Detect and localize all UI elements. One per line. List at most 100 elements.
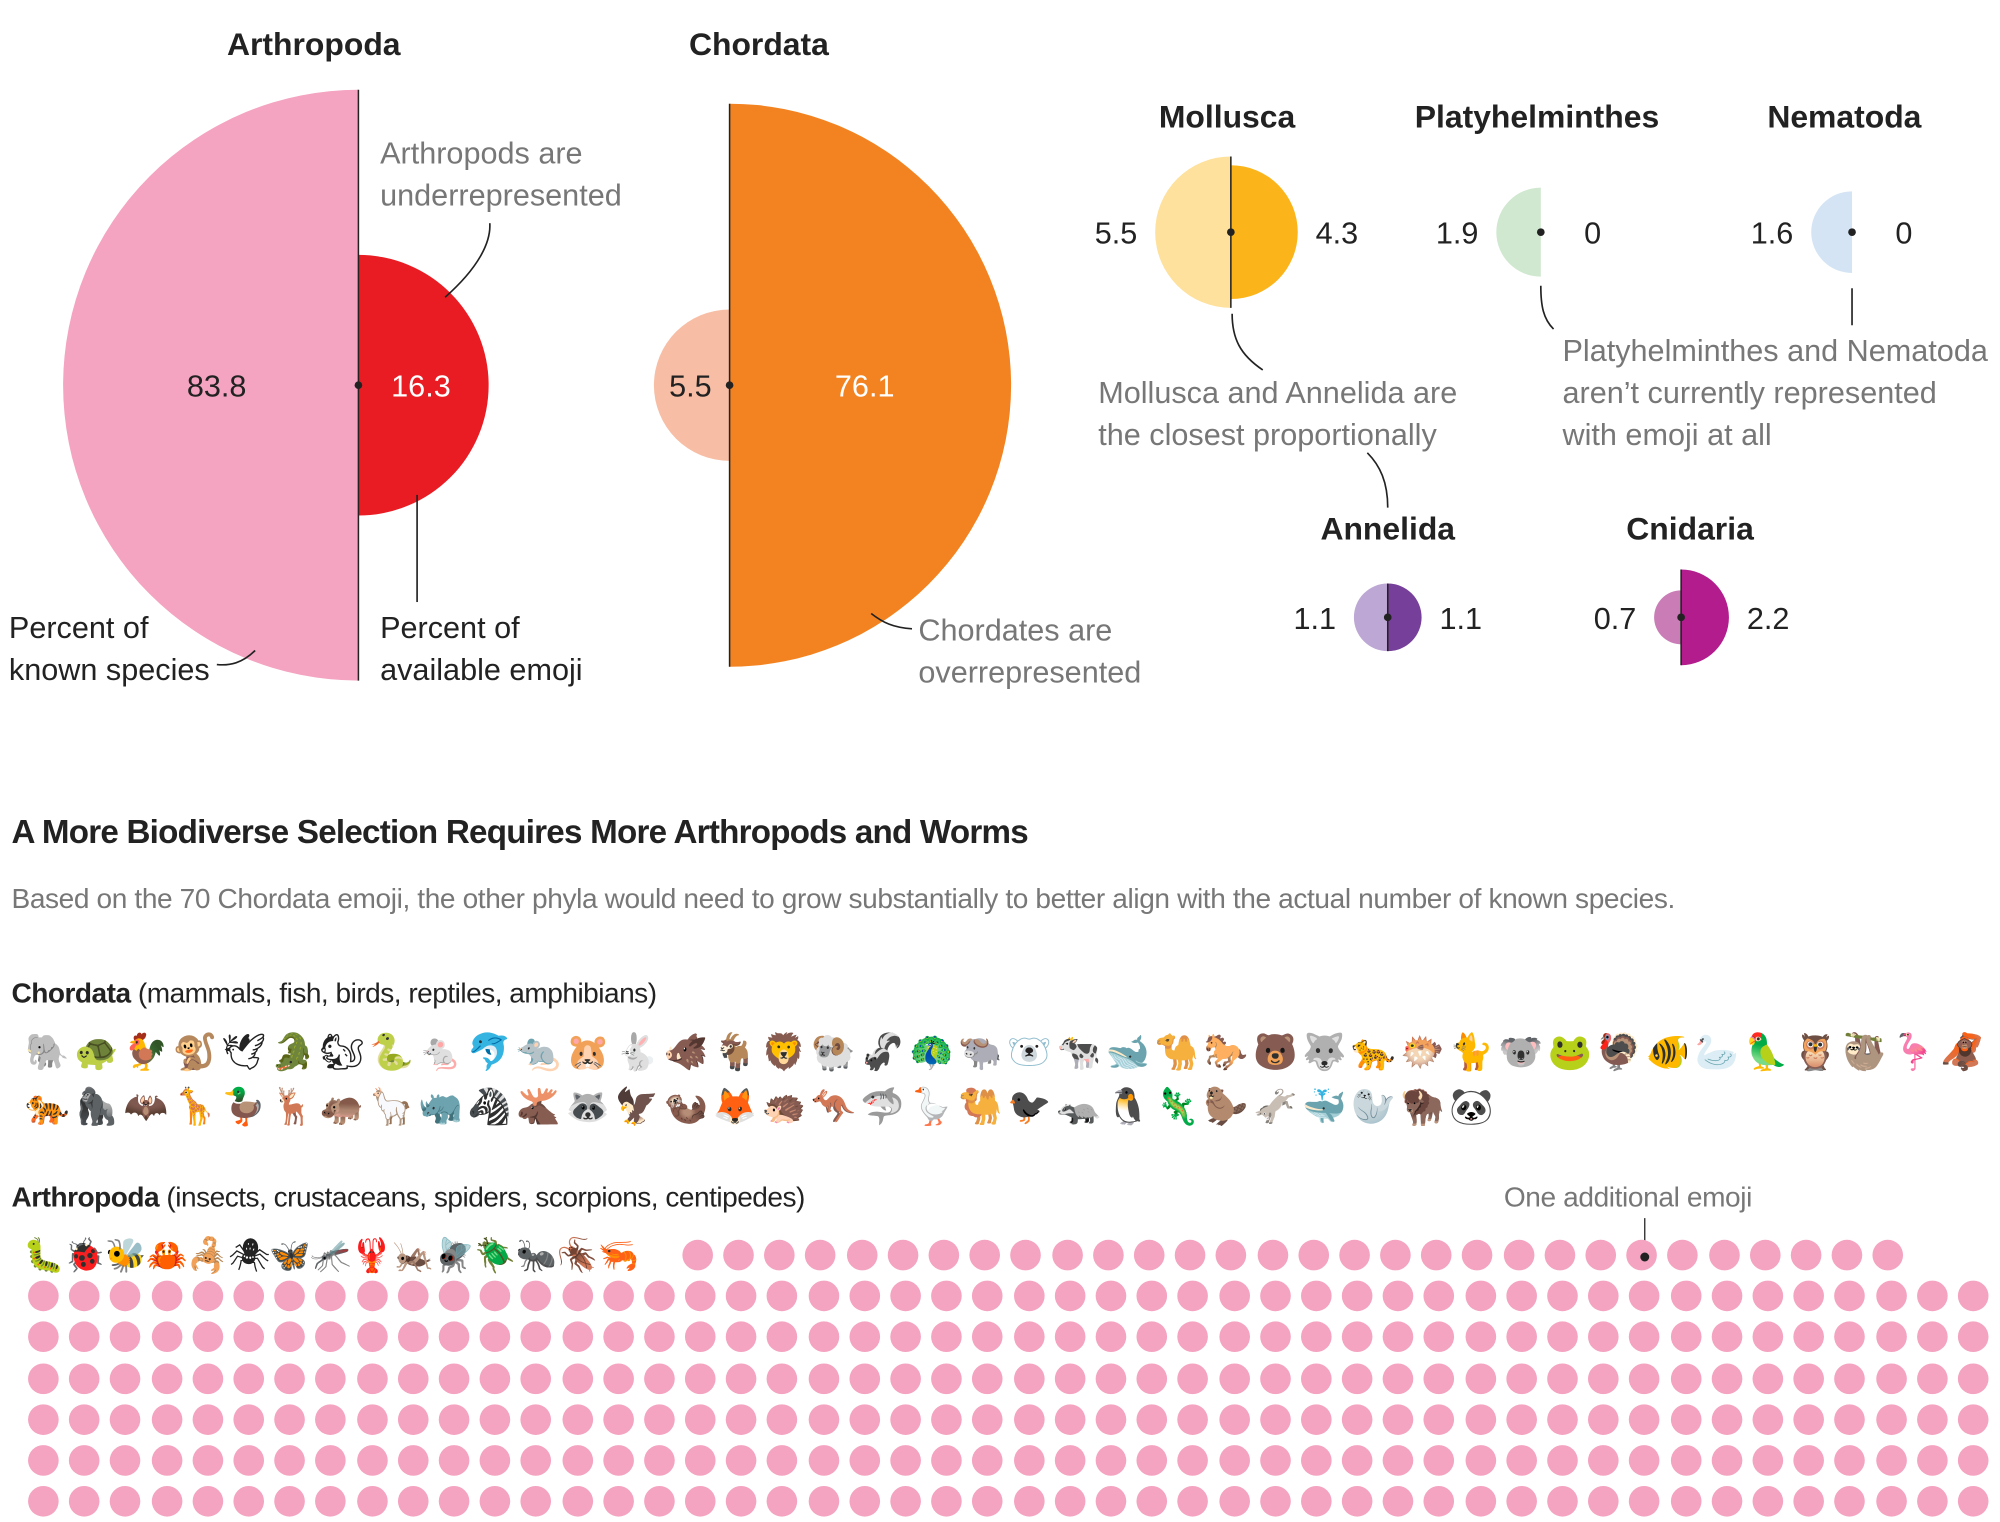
additional-emoji-dot <box>1752 1445 1784 1476</box>
additional-emoji-dot <box>356 1486 388 1517</box>
additional-emoji-dot <box>1629 1322 1660 1353</box>
additional-emoji-dot <box>1010 1239 1042 1271</box>
chordata-emoji: 🦧 <box>1940 1031 1985 1072</box>
additional-emoji-dot <box>1588 1280 1619 1312</box>
additional-emoji-dot <box>233 1280 265 1312</box>
nematoda-emoji-value: 0 <box>1895 217 1912 251</box>
nematoda-center-dot <box>1848 228 1856 236</box>
chordata-emoji: 🐺 <box>1302 1031 1347 1072</box>
additional-emoji-dot <box>805 1239 837 1271</box>
chordata-emoji: 🦝 <box>565 1086 610 1127</box>
arthropoda-row: 🐛 🐞 🐝 🦀 🦂 🕷 🦋 🦟 🦞 🦗 🪰 🪲 🐜 🪳 🦐 <box>23 1235 1994 1276</box>
platyhelminthes-center-dot <box>1536 228 1545 236</box>
additional-emoji-dot <box>931 1404 963 1435</box>
additional-emoji-dot <box>1465 1486 1496 1517</box>
mollusca-species-semicircle <box>1155 156 1231 308</box>
additional-emoji-dot <box>192 1322 224 1353</box>
additional-emoji-dot <box>315 1363 347 1394</box>
arthropoda-emoji: 🦟 <box>310 1235 352 1274</box>
chordata-emoji: 🐸 <box>1547 1031 1593 1072</box>
annelida-title: Annelida <box>1320 511 1455 547</box>
additional-emoji-dot <box>1670 1322 1701 1353</box>
worms-annotation-line: with emoji at all <box>1561 418 1771 452</box>
additional-emoji-dot <box>931 1322 963 1353</box>
additional-emoji-dot <box>1670 1404 1701 1435</box>
additional-emoji-dot <box>1875 1445 1907 1476</box>
cnidaria-species-semicircle <box>1654 590 1682 645</box>
additional-emoji-dot <box>767 1404 798 1435</box>
arthropoda-species-semicircle <box>63 89 359 681</box>
additional-emoji-dot <box>1177 1404 1209 1435</box>
emoji-legend-line: available emoji <box>380 653 582 687</box>
arthropoda-name: Arthropoda <box>11 1181 160 1214</box>
additional-emoji-dot <box>28 1404 59 1435</box>
additional-emoji-dot <box>1629 1363 1660 1394</box>
additional-emoji-dot <box>644 1363 675 1394</box>
chordata-emoji: 🦥 <box>1842 1031 1887 1072</box>
additional-emoji-dot <box>1218 1486 1250 1517</box>
additional-emoji-dot <box>1588 1445 1619 1476</box>
additional-emoji-dot <box>1506 1404 1537 1435</box>
additional-emoji-dot <box>1711 1404 1743 1435</box>
cnidaria-center-dot <box>1677 613 1685 622</box>
chordata-emoji: 🐊 <box>270 1031 316 1072</box>
chordata-emoji: 🦩 <box>1891 1031 1936 1072</box>
additional-emoji-dot <box>356 1322 388 1353</box>
additional-emoji-dot <box>602 1486 634 1517</box>
additional-emoji-dot <box>972 1486 1004 1517</box>
additional-emoji-dot <box>69 1404 100 1435</box>
additional-emoji-dot <box>1383 1322 1414 1353</box>
chordata-emoji: 🦓 <box>467 1086 512 1127</box>
additional-emoji-dot <box>315 1404 347 1435</box>
additional-emoji-dot <box>28 1322 59 1353</box>
chordata-emoji: 🐻‍❄️ <box>1007 1031 1052 1072</box>
additional-emoji-dot <box>1916 1322 1948 1353</box>
chordata-emoji: 🐆 <box>1351 1031 1396 1072</box>
arthropoda-emoji: 🐞 <box>64 1235 106 1274</box>
chordata-emoji: 🦎 <box>1154 1086 1200 1127</box>
additional-emoji-dot <box>928 1239 960 1271</box>
additional-emoji-dot <box>151 1445 182 1476</box>
chordata-emoji: 🐫 <box>958 1086 1003 1127</box>
additional-emoji-dot <box>1588 1322 1619 1353</box>
additional-emoji-dot <box>356 1363 388 1394</box>
additional-emoji-dot <box>1383 1363 1414 1394</box>
additional-emoji-dot <box>233 1445 265 1476</box>
additional-emoji-dot <box>1790 1239 1822 1271</box>
nematoda-species-value: 1.6 <box>1751 217 1794 251</box>
additional-emoji-dot <box>1341 1486 1373 1517</box>
chordata-emoji: 🐼 <box>1449 1086 1494 1127</box>
additional-emoji-dot <box>1259 1404 1291 1435</box>
chordata-emoji: 🦏 <box>418 1086 463 1127</box>
arthropoda-dot-grid: 🐛 🐞 🐝 🦀 🦂 🕷 🦋 🦟 🦞 🦗 🪰 🪲 🐜 🪳 🦐 <box>23 1235 1994 1522</box>
additional-emoji-dot <box>520 1486 552 1517</box>
additional-emoji-dot <box>1013 1322 1045 1353</box>
mollusca-species-value: 5.5 <box>1095 217 1138 251</box>
additional-emoji-dot <box>972 1322 1004 1353</box>
additional-emoji-dot <box>397 1280 429 1312</box>
additional-emoji-dot <box>1259 1322 1291 1353</box>
additional-emoji-dot <box>1957 1322 1989 1353</box>
additional-emoji-dot <box>808 1363 839 1394</box>
additional-emoji-dot <box>1339 1239 1370 1271</box>
additional-emoji-dot <box>1095 1363 1127 1394</box>
additional-emoji-dot <box>397 1363 429 1394</box>
additional-emoji-dot <box>808 1280 839 1312</box>
chordata-emoji: 🦉 <box>1793 1031 1838 1072</box>
annelida-emoji-value: 1.1 <box>1439 602 1482 636</box>
nematoda-title: Nematoda <box>1767 99 1921 135</box>
additional-emoji-dot <box>1215 1239 1247 1271</box>
chordata-emoji: 🐹 <box>565 1031 610 1072</box>
additional-emoji-dot <box>1711 1280 1743 1312</box>
additional-emoji-dot <box>1834 1322 1866 1353</box>
additional-emoji-dot <box>1424 1322 1455 1353</box>
additional-emoji-dot <box>726 1363 757 1394</box>
additional-emoji-dot <box>1383 1404 1414 1435</box>
additional-emoji-dot <box>1831 1239 1863 1271</box>
additional-emoji-dot <box>233 1404 265 1435</box>
additional-emoji-dot <box>1177 1322 1209 1353</box>
arthropoda-emoji: 🦗 <box>392 1235 434 1274</box>
additional-emoji-dot <box>685 1363 716 1394</box>
additional-emoji-dot <box>685 1404 716 1435</box>
